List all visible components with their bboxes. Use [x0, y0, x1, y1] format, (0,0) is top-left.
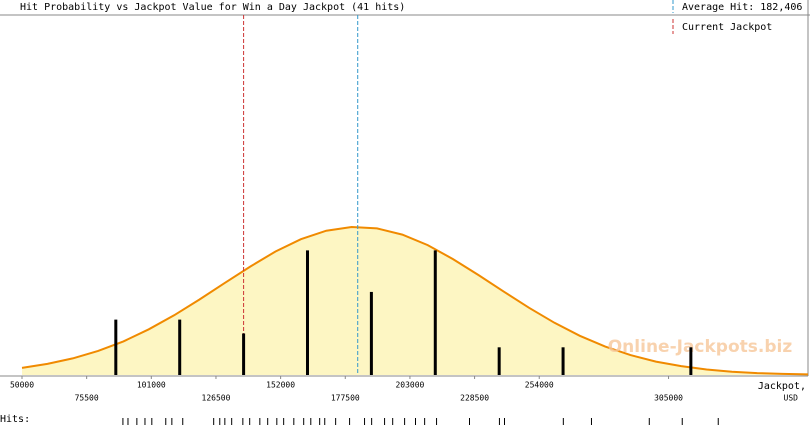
x-axis-label: Jackpot,	[758, 381, 806, 392]
bar	[369, 291, 373, 375]
x-tick-label: 75500	[75, 394, 99, 403]
hits-label: Hits:	[0, 414, 30, 425]
x-tick-label: 228500	[460, 394, 489, 403]
bar	[114, 319, 118, 375]
x-tick-label: 126500	[202, 394, 231, 403]
curve-area	[22, 227, 808, 375]
curve-line	[21, 225, 809, 376]
x-tick-label: 152000	[266, 381, 295, 390]
bar	[242, 333, 246, 375]
x-tick-label: 177500	[331, 394, 360, 403]
x-tick-label: 203000	[395, 381, 424, 390]
watermark: Online-Jackpots.biz	[608, 337, 793, 357]
bar	[689, 347, 693, 375]
x-axis-unit: USD	[784, 394, 799, 403]
x-tick-label: 101000	[137, 381, 166, 390]
bar	[497, 347, 501, 375]
bar	[305, 250, 309, 375]
x-tick-label: 50000	[10, 381, 34, 390]
bar	[433, 250, 437, 375]
bar	[178, 319, 182, 375]
legend-average: Average Hit: 182,406	[682, 2, 802, 13]
legend-current: Current Jackpot	[682, 22, 772, 33]
chart-title: Hit Probability vs Jackpot Value for Win…	[20, 2, 405, 13]
x-tick-label: 254000	[525, 381, 554, 390]
bar	[561, 347, 565, 375]
x-tick-label: 305000	[654, 394, 683, 403]
